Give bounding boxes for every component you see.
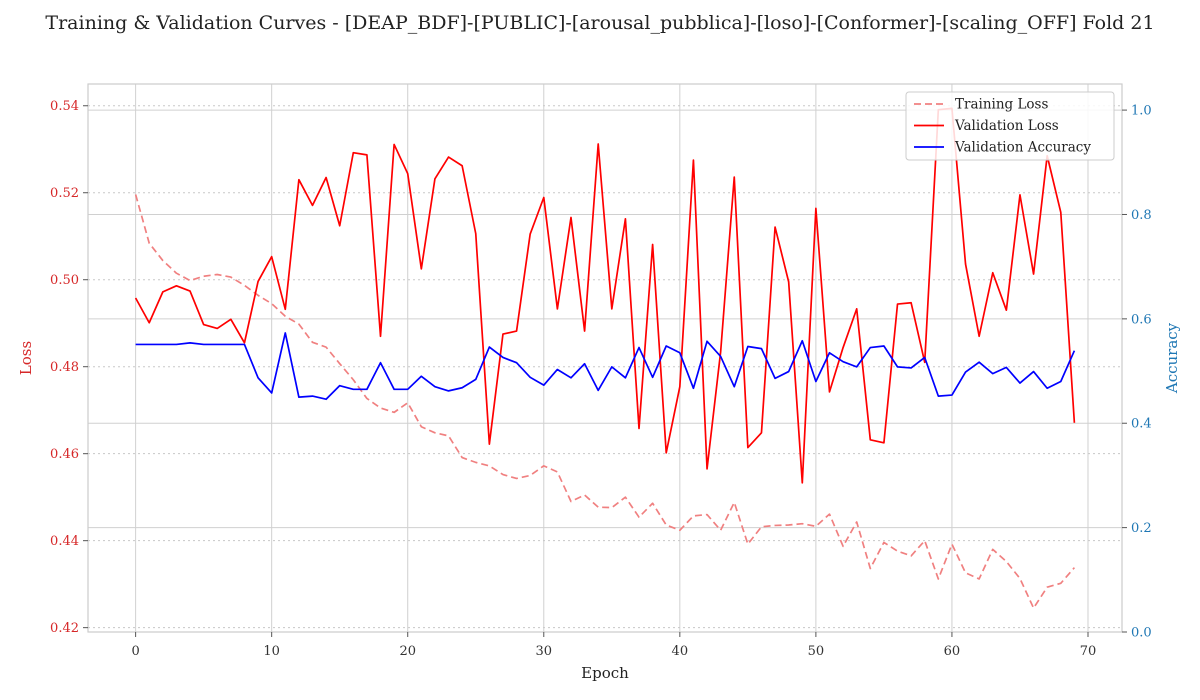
y-left-tick-label: 0.44 [50,534,79,549]
plot-border [87,83,1123,633]
y-axis-right-label: Accuracy [1163,322,1181,394]
y-left-tick-label: 0.42 [50,621,79,636]
y-left-tick-label: 0.50 [50,273,79,288]
legend-label-training-loss: Training Loss [955,97,1048,113]
x-tick-label: 60 [944,644,961,659]
validation-loss-line [134,107,1076,484]
legend-box [905,91,1115,161]
y-right-tick-label: 0.0 [1131,626,1152,641]
y-left-tick-label: 0.52 [50,186,79,201]
y-right-tick-label: 0.2 [1131,521,1152,536]
x-tick-label: 50 [808,644,825,659]
series-layer [134,107,1076,609]
y-axis-left-label: Loss [17,341,35,375]
plot-area [88,84,1122,632]
y-right-tick-label: 0.4 [1131,417,1152,432]
x-tick-label: 70 [1080,644,1097,659]
legend-entries: Training Loss Validation Loss Validation A… [914,97,1091,156]
y-right-tick-label: 0.8 [1131,208,1152,223]
y-right-tick-label: 0.6 [1131,312,1152,327]
x-tick-label: 0 [131,644,139,659]
x-axis-label: Epoch [581,664,629,682]
y-left-tick-label: 0.48 [50,360,79,375]
axes-layer: 0 10 20 30 40 50 60 70 0.42 0.44 0.46 0.48 0.50 0.52 0… [50,99,1152,659]
training-loss-line [134,194,1076,609]
legend-label-validation-accuracy: Validation Accuracy [954,140,1091,156]
y-right-tick-label: 1.0 [1131,104,1152,119]
validation-accuracy-line [135,332,1076,401]
x-tick-label: 20 [399,644,416,659]
x-tick-label: 10 [263,644,280,659]
x-tick-label: 30 [536,644,553,659]
legend-label-validation-loss: Validation Loss [954,118,1059,134]
y-left-tick-label: 0.46 [50,447,79,462]
x-tick-label: 40 [672,644,689,659]
y-left-tick-label: 0.54 [50,99,79,114]
legend: Training Loss Validation Loss Validation A… [905,91,1115,161]
chart-title: Training & Validation Curves - [DEAP_BDF… [45,12,1154,34]
